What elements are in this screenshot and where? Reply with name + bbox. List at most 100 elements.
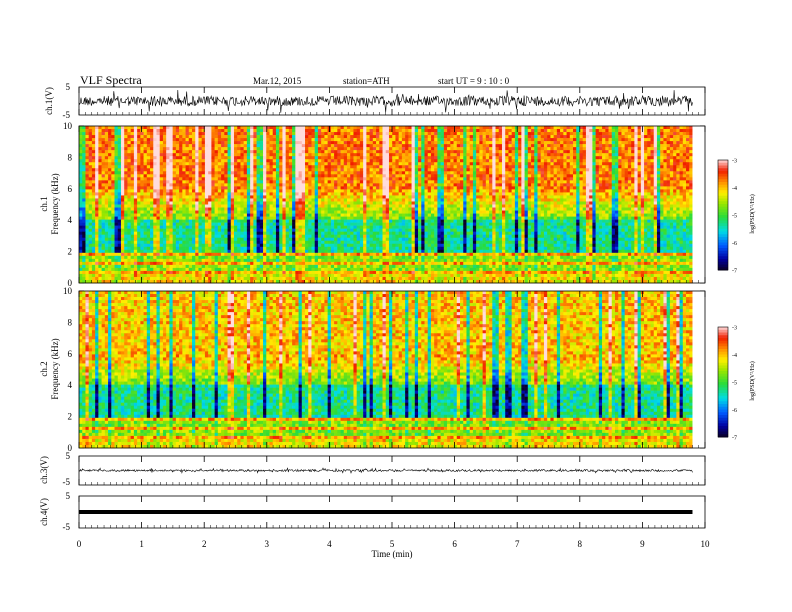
spectrogram-cell [656, 156, 661, 160]
spectrogram-cell [498, 162, 503, 166]
spectrogram-cell [505, 129, 509, 133]
spectrogram-cell [250, 189, 254, 193]
spectrogram-cell [669, 162, 674, 166]
spectrogram-cell [443, 141, 448, 145]
spectrogram-cell [85, 147, 89, 151]
spectrogram-cell [214, 183, 219, 187]
spectrogram-cell [227, 159, 232, 163]
spectrogram-cell [434, 126, 438, 130]
spectrogram-cell [495, 165, 500, 169]
spectrogram-cell [327, 150, 332, 154]
spectrogram-cell [398, 147, 403, 151]
spectrogram-cell [427, 177, 432, 181]
spectrogram-cell [179, 183, 183, 187]
spectrogram-cell [130, 132, 135, 136]
spectrogram-cell [598, 138, 603, 142]
spectrogram-cell [440, 198, 445, 202]
spectrogram-cell [595, 159, 600, 163]
spectrogram-cell [82, 126, 86, 130]
spectrogram-cell [98, 144, 102, 148]
spectrogram-cell [689, 198, 693, 202]
spectrogram-cell [101, 153, 106, 157]
spectrogram-cell [689, 144, 693, 148]
spectrogram-cell [447, 201, 451, 205]
spectrogram-cell [162, 162, 167, 166]
spectrogram-cell [618, 195, 622, 199]
spectrogram-cell [198, 180, 202, 184]
spectrogram-cell [614, 201, 619, 205]
spectrogram-cell [298, 141, 303, 145]
spectrogram-cell [401, 186, 406, 190]
spectrogram-cell [614, 147, 619, 151]
spectrogram-cell [501, 141, 506, 145]
spectrogram-cell [108, 159, 112, 163]
spectrogram-cell [263, 177, 267, 181]
spectrogram-cell [156, 132, 161, 136]
spectrogram-cell [540, 174, 545, 178]
spectrogram-cell [540, 177, 545, 181]
spectrogram-cell [560, 201, 564, 205]
spectrogram-cell [192, 138, 196, 142]
spectrogram-cell [624, 138, 629, 142]
spectrogram-cell [104, 192, 109, 196]
spectrogram-cell [256, 201, 261, 205]
spectrogram-cell [130, 144, 135, 148]
spectrogram-cell [211, 159, 215, 163]
spectrogram-cell [208, 135, 212, 139]
spectrogram-cell [85, 135, 89, 139]
spectrogram-cell [108, 180, 112, 184]
spectrogram-cell [414, 141, 419, 145]
spectrogram-cell [130, 177, 135, 181]
spectrogram-cell [117, 150, 122, 154]
spectrogram-cell [143, 132, 148, 136]
spectrogram-cell [589, 168, 593, 172]
spectrogram-cell [495, 132, 500, 136]
spectrogram-cell [531, 132, 535, 136]
spectrogram-cell [505, 147, 509, 151]
spectrogram-cell [540, 135, 545, 139]
spectrogram-cell [240, 174, 244, 178]
spectrogram-cell [85, 192, 89, 196]
spectrogram-cell [476, 183, 480, 187]
spectrogram-cell [240, 138, 244, 142]
spectrogram-cell [172, 174, 177, 178]
spectrogram-cell [250, 129, 254, 133]
spectrogram-cell [650, 177, 655, 181]
spectrogram-cell [627, 174, 632, 178]
spectrogram-cell [585, 192, 590, 196]
spectrogram-cell [414, 126, 419, 130]
spectrogram-cell [127, 189, 131, 193]
spectrogram-cell [527, 144, 532, 148]
spectrogram-cell [573, 180, 577, 184]
spectrogram-cell [424, 192, 429, 196]
spectrogram-cell [146, 153, 151, 157]
spectrogram-cell [495, 135, 500, 139]
spectrogram-cell [589, 135, 593, 139]
spectrogram-cell [598, 177, 603, 181]
spectrogram-cell [602, 180, 606, 184]
spectrogram-cell [108, 126, 112, 130]
spectrogram-cell [263, 141, 267, 145]
spectrogram-cell [356, 150, 361, 154]
spectrogram-cell [566, 168, 571, 172]
spectrogram-cell [469, 144, 474, 148]
spectrogram-cell [398, 153, 403, 157]
spectrogram-cell [556, 147, 561, 151]
spectrogram-cell [582, 171, 587, 175]
spectrogram-cell [124, 135, 128, 139]
spectrogram-cell [311, 129, 316, 133]
spectrogram-cell [88, 201, 93, 205]
spectrogram-cell [256, 198, 261, 202]
spectrogram-cell [146, 168, 151, 172]
spectrogram-cell [573, 201, 577, 205]
spectrogram-cell [511, 138, 516, 142]
spectrogram-cell [589, 132, 593, 136]
spectrogram-cell [553, 177, 558, 181]
spectrogram-cell [686, 195, 690, 199]
spectrogram-cell [514, 150, 519, 154]
spectrogram-cell [317, 135, 322, 139]
spectrogram-cell [308, 141, 312, 145]
spectrogram-cell [263, 171, 267, 175]
spectrogram-cell [527, 141, 532, 145]
spectrogram-cell [524, 171, 529, 175]
